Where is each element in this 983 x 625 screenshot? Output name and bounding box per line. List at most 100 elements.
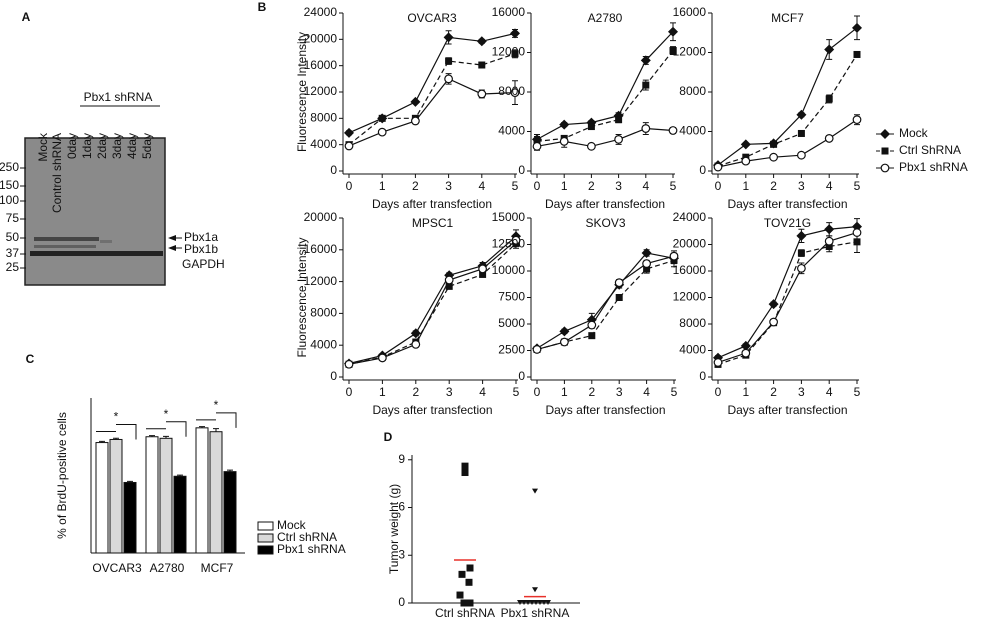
error-bar xyxy=(99,440,105,443)
y-tick-label: 8000 xyxy=(310,111,337,125)
significance-marker: * xyxy=(114,410,119,424)
y-tick-label: 8000 xyxy=(498,84,525,98)
y-axis-label: Fluorescence Intensity xyxy=(295,237,309,357)
x-tick-label: Pbx1 shRNA xyxy=(501,606,570,620)
y-tick-label: 4000 xyxy=(679,124,706,138)
y-tick-label: 4000 xyxy=(310,337,337,351)
x-tick-label: 1 xyxy=(561,179,568,193)
point xyxy=(796,109,807,120)
x-tick-label: 1 xyxy=(742,385,749,399)
x-axis-label: Days after transfection xyxy=(727,403,847,417)
x-tick-label: 4 xyxy=(478,179,485,193)
point xyxy=(768,299,779,310)
point xyxy=(510,28,520,39)
x-tick-label: 3 xyxy=(798,385,805,399)
point xyxy=(466,599,474,607)
x-tick-label: 5 xyxy=(670,179,677,193)
series-line xyxy=(717,54,858,167)
panel-label: D xyxy=(384,430,393,444)
point xyxy=(615,294,623,301)
point xyxy=(852,22,862,33)
point xyxy=(479,270,487,278)
x-axis-label: Days after transfection xyxy=(372,403,492,417)
point xyxy=(559,119,570,130)
point xyxy=(444,74,454,84)
lane-label: 4day xyxy=(125,133,139,159)
band xyxy=(34,245,96,248)
error-bar xyxy=(213,428,219,432)
point xyxy=(511,50,519,58)
point xyxy=(587,320,597,330)
lane-label: 5day xyxy=(140,133,154,159)
series-line xyxy=(536,255,675,351)
point xyxy=(713,162,723,172)
y-tick-label: 12500 xyxy=(492,237,526,251)
point xyxy=(476,36,487,47)
y-tick-label: 8000 xyxy=(679,84,706,98)
series-line xyxy=(348,32,516,134)
y-tick-label: 8000 xyxy=(310,306,337,320)
legend-marker xyxy=(880,163,890,173)
x-axis-label: Days after transfection xyxy=(727,197,847,211)
y-axis-label: Tumor weight (g) xyxy=(387,484,401,574)
y-tick-label: 20000 xyxy=(304,210,338,224)
point xyxy=(445,282,453,290)
y-tick-label: 12000 xyxy=(492,45,526,59)
lane-label: 0day xyxy=(65,133,79,159)
point xyxy=(477,89,487,99)
lane-label: Control shRNA xyxy=(50,133,64,213)
y-tick-label: 0 xyxy=(518,369,525,383)
point xyxy=(824,134,834,143)
series-line xyxy=(717,232,858,363)
y-tick-label: 12000 xyxy=(304,274,338,288)
y-tick-label: 8000 xyxy=(679,316,706,330)
series-line xyxy=(536,252,675,349)
y-tick-label: 4000 xyxy=(679,343,706,357)
mw-marker: 37 xyxy=(6,246,20,260)
point xyxy=(824,224,835,235)
y-tick-label: 2500 xyxy=(498,343,525,357)
point xyxy=(533,137,541,145)
x-tick-label: 3 xyxy=(446,385,453,399)
bar xyxy=(95,442,109,554)
point xyxy=(532,587,538,593)
significance-bracket xyxy=(96,423,137,440)
x-tick-label: 3 xyxy=(615,179,622,193)
point xyxy=(559,136,569,146)
point xyxy=(525,600,531,605)
band-label: GAPDH xyxy=(182,257,225,271)
error-bar xyxy=(177,474,183,477)
point xyxy=(478,264,488,274)
point xyxy=(532,488,538,494)
point xyxy=(461,469,469,477)
point xyxy=(713,358,723,367)
point xyxy=(559,326,570,337)
mw-marker: 75 xyxy=(6,211,20,225)
point xyxy=(669,47,677,55)
x-tick-label: 3 xyxy=(798,179,805,193)
mw-marker: 25 xyxy=(6,260,20,274)
mw-marker: 250 xyxy=(0,160,19,174)
legend-label: Pbx1 shRNA xyxy=(277,542,346,556)
y-tick-label: 0 xyxy=(330,369,337,383)
y-tick-label: 16000 xyxy=(673,5,707,19)
point xyxy=(378,353,387,363)
y-tick-label: 16000 xyxy=(304,58,338,72)
point xyxy=(824,44,835,55)
legend-swatch xyxy=(257,545,274,555)
point xyxy=(641,247,652,258)
point xyxy=(344,359,354,369)
point xyxy=(614,278,624,288)
legend-label: Mock xyxy=(899,126,929,140)
y-tick-label: 6 xyxy=(398,500,405,514)
y-tick-label: 0 xyxy=(699,163,706,177)
x-tick-label: 1 xyxy=(379,385,386,399)
point xyxy=(642,259,651,268)
point xyxy=(640,55,651,66)
series-line xyxy=(348,235,517,365)
point xyxy=(478,61,486,69)
series-line xyxy=(717,241,858,365)
point xyxy=(411,340,421,349)
point xyxy=(587,141,596,151)
